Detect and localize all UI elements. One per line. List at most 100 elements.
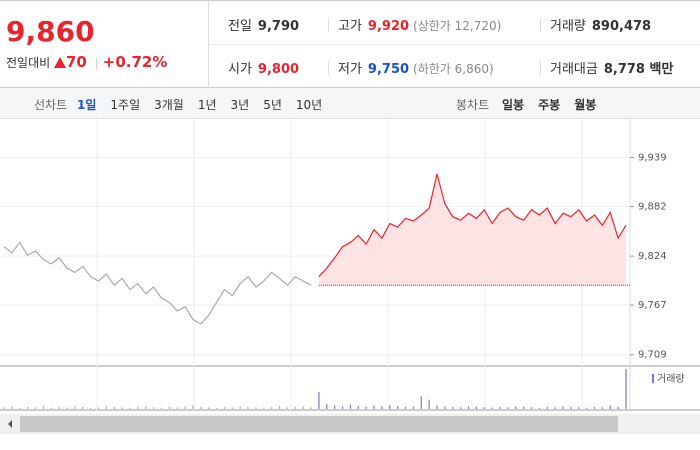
change: 전일대비 70 | +0.72% [6,53,168,71]
volume-bar [562,406,564,409]
volume-bar [625,369,627,409]
volume-bar [460,407,462,409]
period-tab[interactable]: 10년 [295,98,323,112]
volume-bar [74,406,76,409]
change-percent: +0.72% [102,53,168,71]
volume-bar [58,406,60,409]
change-label: 전일대비 [6,56,51,70]
period-tab[interactable]: 5년 [263,98,282,112]
volume-bar [255,407,257,409]
volume-bar [113,406,115,409]
volume-bar [357,406,359,409]
volume-bar [538,407,540,409]
volume-bar [420,396,422,409]
volume-bar [90,407,92,409]
volume-bar [593,406,596,409]
volume-bar [286,407,289,409]
row-divider [208,44,700,45]
volume-bar [184,406,186,409]
volume-bar [263,407,265,409]
volume-bar [278,406,281,409]
scroll-thumb[interactable] [20,416,618,432]
y-tick-label: 9,824 [638,251,667,262]
volume-bar [302,406,304,409]
info-cell: 저가 9,750 (하한가 6,860) [338,58,494,77]
price-line [3,241,312,325]
volume-bar [586,407,588,409]
volume-bar [452,406,454,409]
volume-bar [601,407,603,409]
area-fill [318,173,626,286]
volume-bar [50,407,52,409]
volume-bar [145,406,147,409]
volume-bar [341,406,344,409]
info-note: (하한가 6,860) [413,62,494,76]
info-label: 전일 [228,19,252,34]
info-value: 8,778 백만 [603,62,674,77]
line-chart-label: 선차트 [34,98,68,112]
volume-bar [208,407,210,409]
info-note: (상한가 12,720) [413,19,502,33]
info-value: 890,478 [591,19,652,34]
volume-bar [121,407,123,409]
y-tick-label: 9,882 [638,201,667,212]
volume-bar [97,407,100,409]
volume-bar [491,407,493,409]
volume-bar [27,406,29,409]
volume-bar [546,406,548,409]
volume-bar [334,405,336,409]
candle-chart-label: 봉차트 [456,98,490,112]
volume-bar [82,406,84,409]
info-label: 시가 [228,62,252,77]
info-value: 9,800 [257,62,300,77]
volume-bar [318,392,320,409]
volume-bar [137,406,139,409]
volume-bar [578,407,580,409]
period-tab[interactable]: 3년 [230,98,250,112]
volume-bar [66,407,68,409]
volume-bar [326,403,328,409]
volume-bar [373,405,375,409]
volume-bar [310,407,312,409]
volume-bar [271,406,273,409]
info-label: 거래량 [550,19,586,34]
candle-tab[interactable]: 월봉 [574,98,597,112]
volume-bar [223,406,226,409]
info-cell: 시가 9,800 [228,58,299,77]
scroll-left-arrow[interactable] [8,420,12,428]
volume-bar [523,406,525,409]
separator [328,61,329,75]
info-cell: 거래대금 8,778 백만 [550,58,673,77]
chart: 9,939 9,882 9,824 9,767 9,709 거래량 [0,119,700,434]
volume-bar [381,406,383,409]
y-tick-label: 9,939 [638,153,667,164]
volume-bar [34,407,37,409]
quote-header: 9,860 전일대비 70 | +0.72% 전일 9,790 고가 9,920 (상한가… [0,0,700,88]
separator [328,18,329,32]
legend-swatch [652,374,654,383]
volume-bar [507,407,509,409]
info-label: 저가 [338,62,362,77]
tab-bar: 선차트 봉차트 1일 1주일 3개월 1년 3년 5년 10년 일봉 주봉 월봉 [0,88,700,119]
volume-bar [483,407,485,409]
volume-bar [404,406,407,409]
period-tab[interactable]: 1주일 [110,98,141,112]
period-tab[interactable]: 1일 [77,98,97,112]
candle-tab[interactable]: 일봉 [502,98,525,112]
change-value: 70 [66,53,87,71]
volume-bar [294,406,296,409]
price-box: 9,860 전일대비 70 | +0.72% [0,1,209,88]
period-tab[interactable]: 3개월 [154,98,184,112]
up-arrow [54,57,66,68]
volume-bar [365,406,367,409]
y-tick-label: 9,709 [638,350,667,361]
volume-bar [176,407,178,409]
candle-tab[interactable]: 주봉 [538,98,561,112]
volume-bar [554,407,556,409]
volume-bar [349,404,352,409]
volume-bar [467,406,470,409]
volume-bar [412,406,415,409]
period-tab[interactable]: 1년 [197,98,217,112]
volume-bar [428,399,430,409]
